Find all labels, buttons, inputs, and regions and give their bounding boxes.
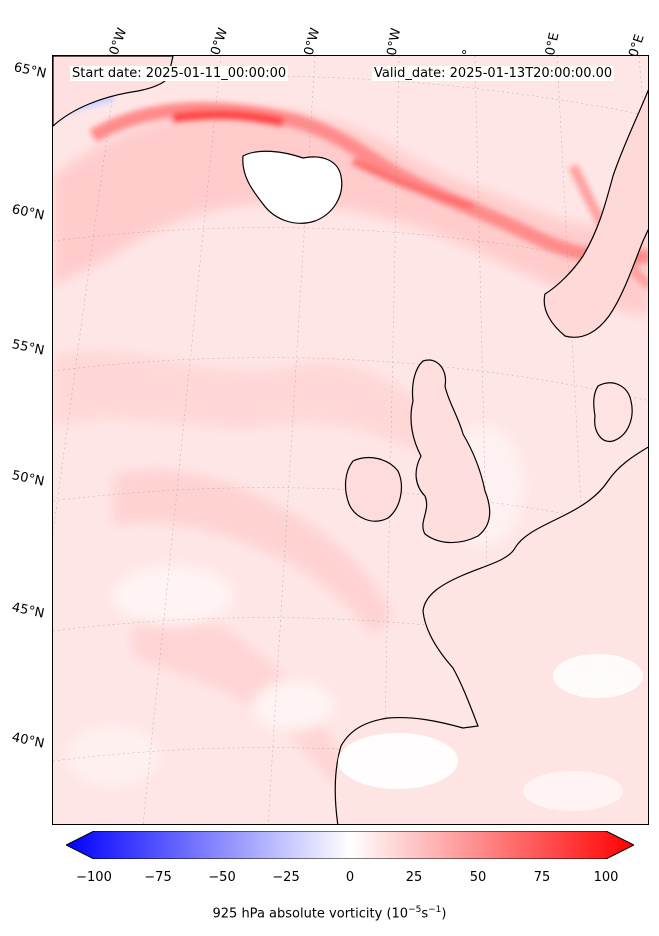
- lat-label-65n: 65°N: [12, 60, 48, 82]
- iceland: [242, 150, 343, 224]
- continental-europe: [334, 446, 648, 824]
- colorbar-tick: −25: [272, 870, 300, 885]
- start-date-label: Start date: 2025-01-11_00:00:00: [70, 66, 289, 81]
- lat-label-45n: 45°N: [10, 600, 46, 622]
- vorticity-map[interactable]: [52, 55, 649, 825]
- colorbar-tick: 75: [533, 870, 551, 885]
- lat-label-60n: 60°N: [10, 202, 46, 224]
- map-canvas: [53, 56, 648, 824]
- colorbar-tick: 100: [593, 870, 619, 885]
- great-britain: [410, 359, 491, 544]
- lat-label-50n: 50°N: [10, 468, 46, 490]
- colorbar-tick: −50: [208, 870, 236, 885]
- colorbar-tick: −75: [144, 870, 172, 885]
- colorbar-tick: 50: [469, 870, 487, 885]
- colorbar-tick: −100: [76, 870, 112, 885]
- valid-date-label: Valid_date: 2025-01-13T20:00:00.00: [372, 66, 615, 81]
- landmasses: [53, 56, 648, 824]
- ireland: [344, 457, 402, 522]
- scandinavia: [543, 89, 648, 338]
- denmark: [593, 382, 633, 442]
- colorbar-tick: 0: [345, 870, 355, 885]
- colorbar-title: 925 hPa absolute vorticity (10−5s−1): [212, 905, 447, 922]
- lat-label-55n: 55°N: [10, 337, 46, 359]
- colorbar-gradient: [64, 830, 636, 860]
- colorbar: [64, 830, 636, 864]
- lat-label-40n: 40°N: [10, 730, 46, 752]
- colorbar-tick: 25: [405, 870, 423, 885]
